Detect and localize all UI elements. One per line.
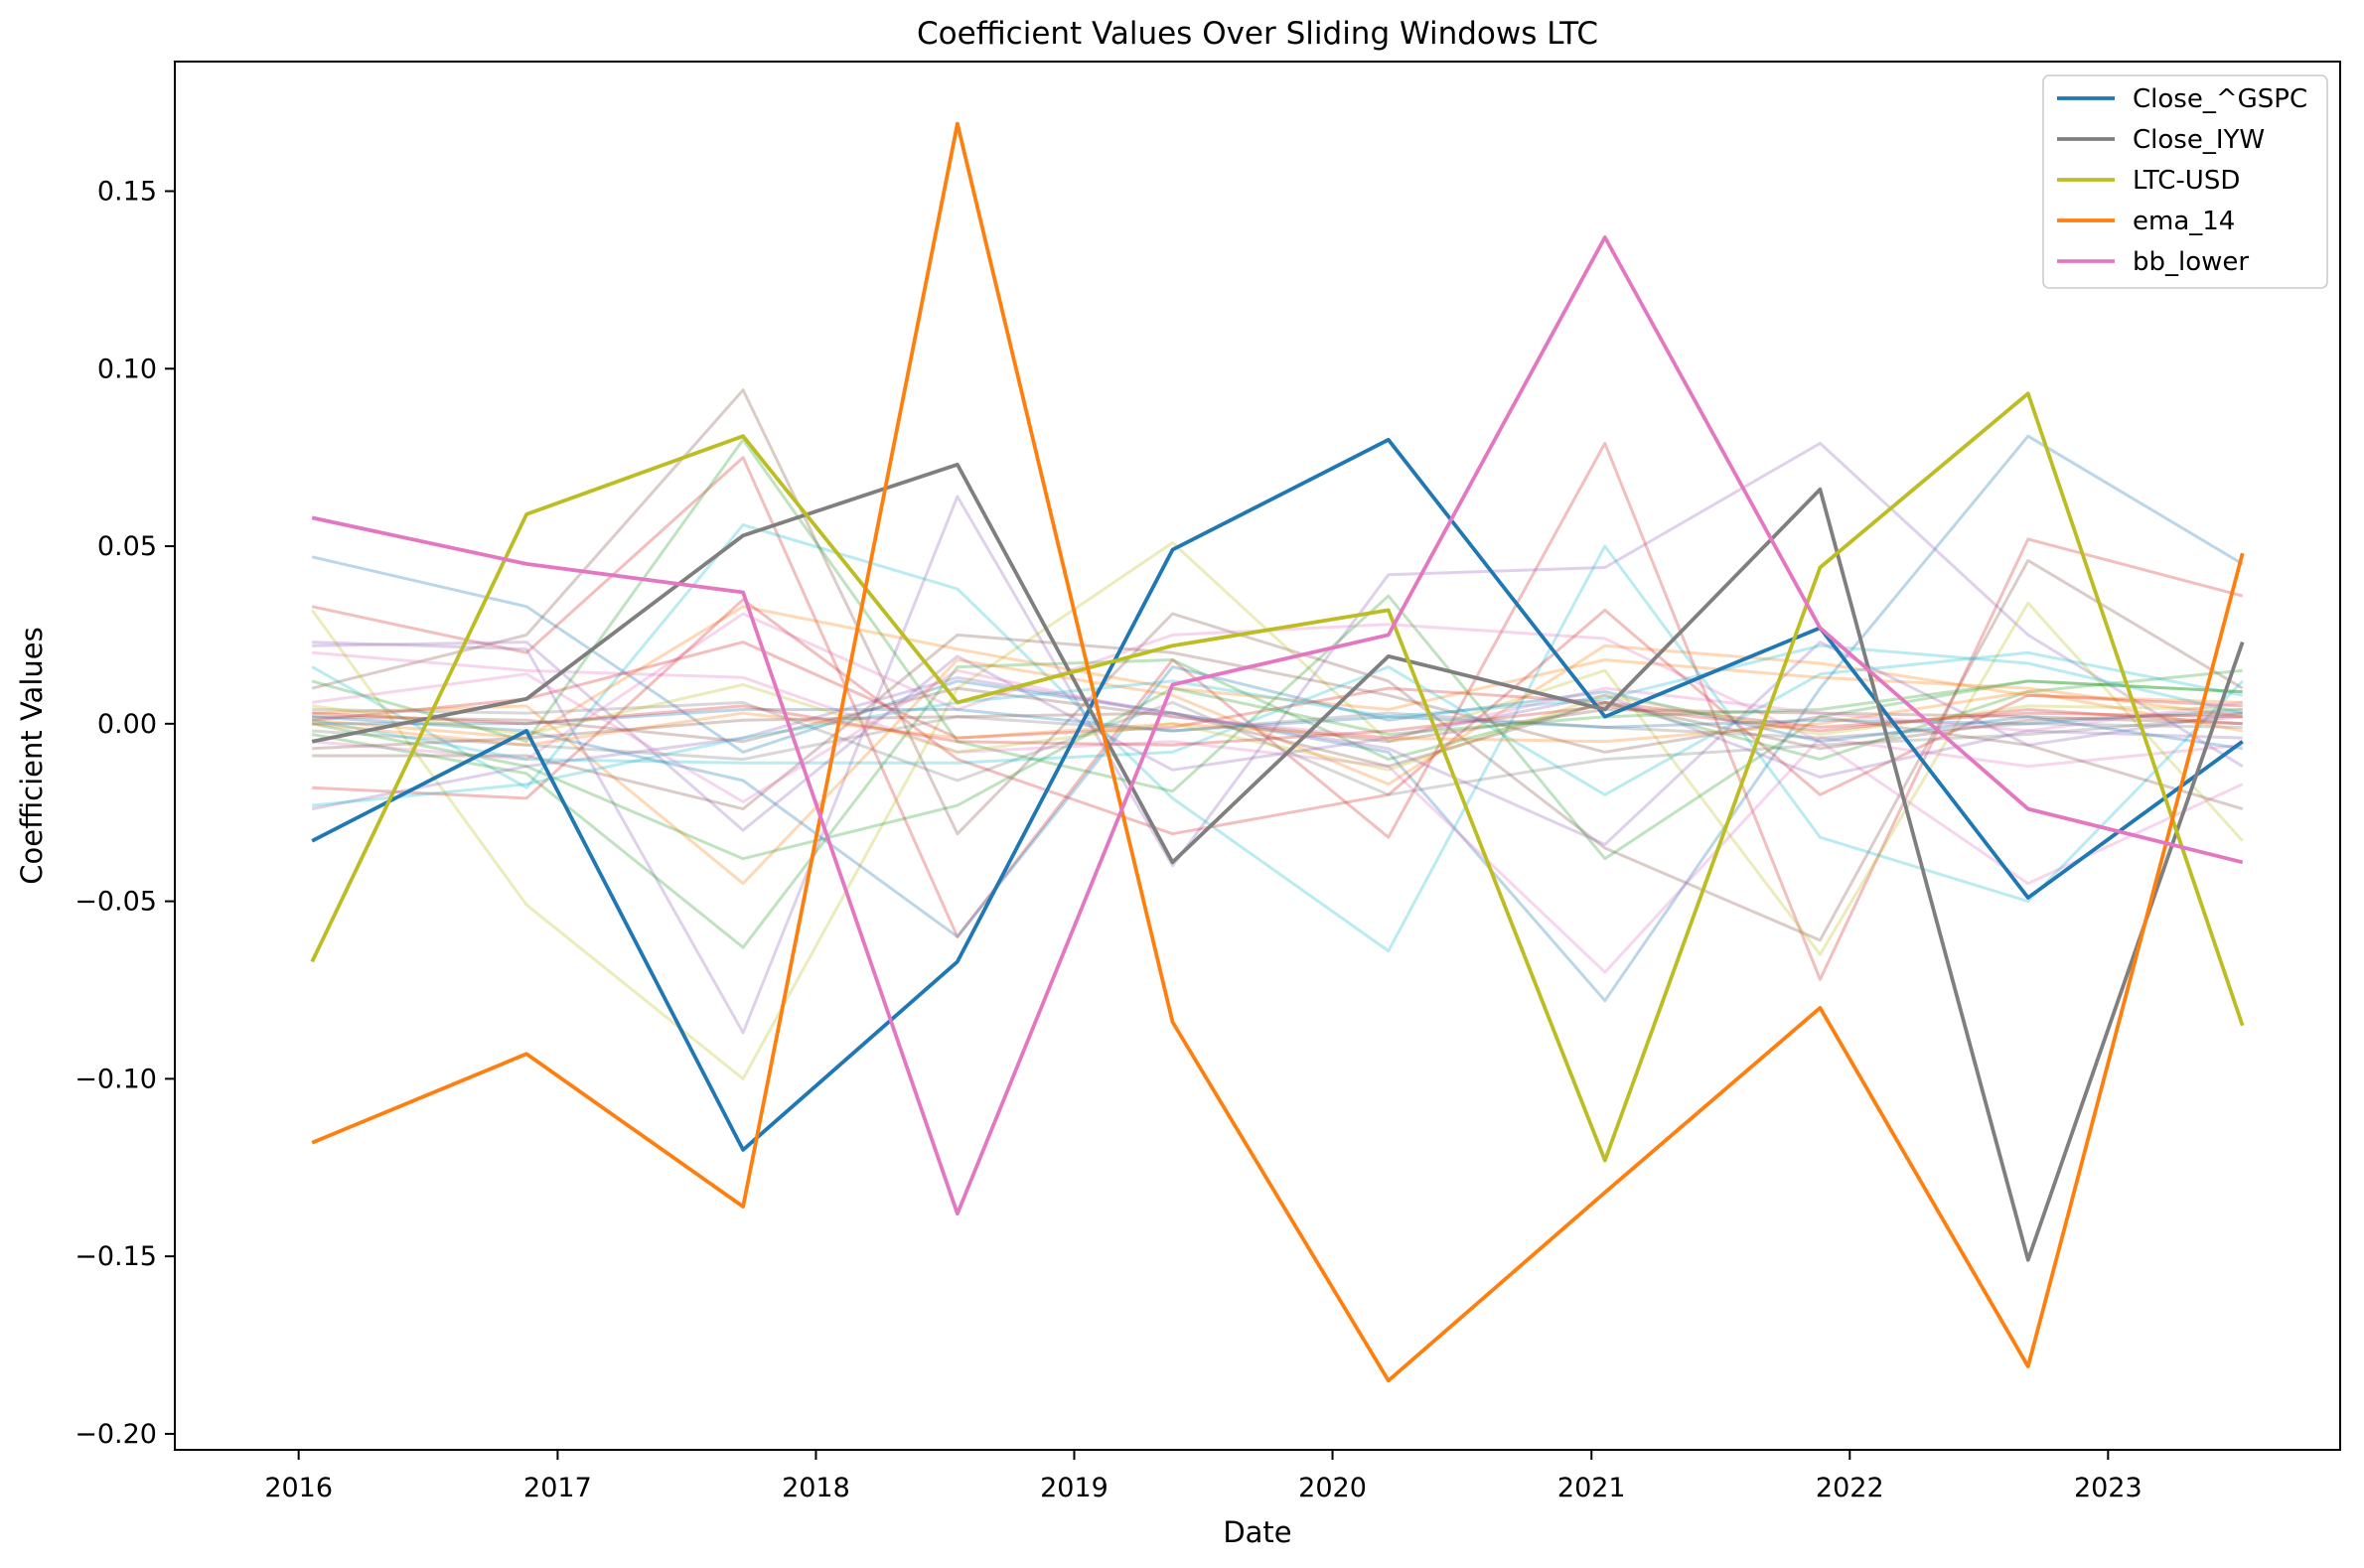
x-tick-label: 2020 — [1298, 1473, 1367, 1503]
background-series-line-21 — [311, 650, 2243, 796]
background-series-line-23 — [312, 665, 2243, 938]
background-series-line-8 — [311, 658, 2243, 949]
background-series-line-26 — [311, 679, 2243, 861]
y-tick-label: 0.00 — [97, 709, 157, 740]
background-series-line-29 — [312, 668, 2243, 803]
background-series-line-2 — [311, 441, 2244, 981]
x-tick-label: 2018 — [782, 1473, 850, 1503]
background-series-line-20 — [312, 711, 2243, 762]
plot-frame — [174, 61, 2341, 1451]
background-series-line-18 — [312, 686, 2243, 744]
background-series-line-24 — [312, 708, 2243, 733]
x-axis-label: Date — [1223, 1515, 1291, 1549]
y-tick-label: −0.10 — [74, 1064, 157, 1094]
y-axis: 0.15 0.10 0.05 0.00 −0.05 −0.10 −0.15 −0.20 — [74, 177, 175, 1450]
background-series-line-11 — [312, 650, 2243, 974]
y-tick-label: 0.10 — [97, 354, 157, 384]
x-tick-label: 2021 — [1557, 1473, 1626, 1503]
background-series-line-10 — [312, 605, 2243, 740]
legend-label: bb_lower — [2133, 247, 2249, 277]
legend-frame — [2042, 74, 2328, 289]
y-tick-label: 0.05 — [97, 531, 157, 562]
series-line-ema-14 — [311, 121, 2245, 1383]
x-tick-label: 2017 — [523, 1473, 592, 1503]
background-series-line-19 — [312, 700, 2243, 796]
background-series-line-16 — [311, 641, 2243, 846]
background-series-line-4 — [311, 388, 2244, 942]
y-tick-label: −0.15 — [74, 1241, 157, 1272]
background-series-line-3 — [312, 441, 2244, 1035]
y-tick-label: −0.05 — [74, 887, 157, 918]
background-series-line-7 — [311, 438, 2243, 861]
background-series-line-5 — [310, 541, 2244, 1080]
series-line-ltc-usd — [310, 391, 2245, 1163]
named-series-group — [310, 121, 2245, 1383]
legend-label: Close_IYW — [2133, 125, 2265, 155]
background-series-group — [310, 388, 2244, 1080]
y-tick-label: −0.20 — [74, 1419, 157, 1450]
series-line-close-iyw — [311, 462, 2245, 1262]
y-axis-label: Coefficient Values — [15, 627, 49, 884]
background-series-line-1 — [311, 434, 2244, 1003]
legend-items: Close_^GSPC Close_IYW LTC-USD ema_14 bb_lowe… — [2057, 84, 2307, 277]
series-line-close-gspc — [311, 437, 2244, 1152]
y-tick-label: 0.15 — [97, 177, 157, 208]
background-series-line-22 — [312, 643, 2244, 807]
legend-label: ema_14 — [2133, 207, 2235, 236]
legend-label: Close_^GSPC — [2133, 84, 2307, 114]
background-series-line-13 — [312, 598, 2243, 836]
series-line-bb-lower — [311, 235, 2244, 1216]
background-series-line-27 — [312, 690, 2243, 747]
chart-title: Coefficient Values Over Sliding Windows … — [917, 16, 1598, 52]
x-tick-label: 2022 — [1816, 1473, 1884, 1503]
background-series-line-30 — [312, 700, 2243, 769]
background-series-line-9 — [312, 643, 2243, 886]
legend-label: LTC-USD — [2133, 166, 2240, 196]
x-tick-label: 2019 — [1040, 1473, 1108, 1503]
x-axis: 2016 2017 2018 2019 2020 2021 2022 2023 — [264, 1450, 2142, 1503]
x-tick-label: 2023 — [2074, 1473, 2142, 1503]
legend: Close_^GSPC Close_IYW LTC-USD ema_14 bb_lowe… — [2042, 74, 2328, 289]
background-series-line-17 — [312, 633, 2244, 811]
x-tick-label: 2016 — [264, 1473, 333, 1503]
background-series-line-15 — [312, 641, 2243, 832]
